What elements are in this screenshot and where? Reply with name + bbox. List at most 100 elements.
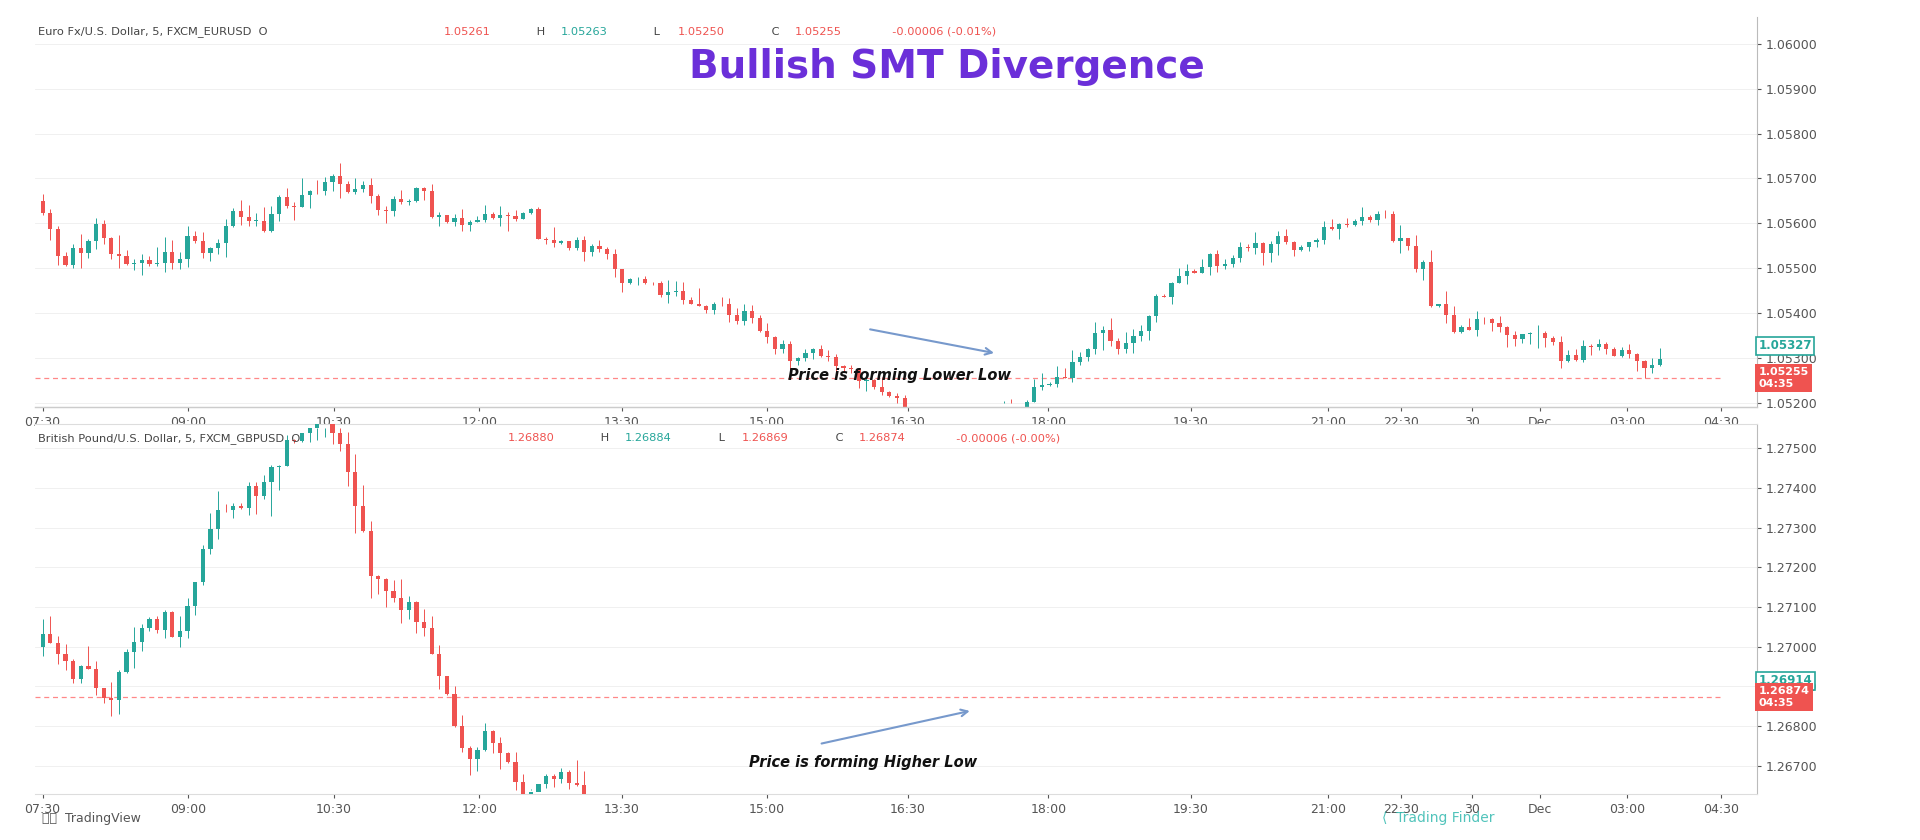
- Text: 𝗧𝗩  TradingView: 𝗧𝗩 TradingView: [42, 812, 140, 825]
- FancyBboxPatch shape: [1428, 262, 1432, 307]
- FancyBboxPatch shape: [497, 215, 503, 218]
- FancyBboxPatch shape: [238, 211, 244, 217]
- FancyBboxPatch shape: [1367, 217, 1373, 219]
- FancyBboxPatch shape: [56, 229, 60, 256]
- FancyBboxPatch shape: [589, 795, 593, 811]
- FancyBboxPatch shape: [156, 618, 159, 630]
- FancyBboxPatch shape: [987, 419, 991, 426]
- FancyBboxPatch shape: [384, 209, 388, 211]
- Text: 1.26914: 1.26914: [1759, 675, 1812, 687]
- FancyBboxPatch shape: [1238, 247, 1242, 258]
- FancyBboxPatch shape: [392, 591, 396, 598]
- FancyBboxPatch shape: [803, 353, 808, 359]
- Text: Euro Fx/U.S. Dollar, 5, FXCM_EURUSD  O: Euro Fx/U.S. Dollar, 5, FXCM_EURUSD O: [38, 27, 267, 38]
- FancyBboxPatch shape: [682, 291, 685, 300]
- FancyBboxPatch shape: [338, 433, 342, 444]
- FancyBboxPatch shape: [1231, 827, 1235, 836]
- FancyBboxPatch shape: [895, 396, 899, 398]
- FancyBboxPatch shape: [1223, 264, 1227, 266]
- FancyBboxPatch shape: [566, 772, 570, 783]
- FancyBboxPatch shape: [384, 579, 388, 591]
- FancyBboxPatch shape: [1246, 831, 1250, 840]
- FancyBboxPatch shape: [346, 185, 349, 192]
- FancyBboxPatch shape: [71, 249, 75, 265]
- FancyBboxPatch shape: [1559, 342, 1563, 360]
- FancyBboxPatch shape: [551, 239, 555, 244]
- FancyBboxPatch shape: [864, 380, 868, 381]
- Text: L: L: [714, 433, 724, 444]
- FancyBboxPatch shape: [109, 698, 113, 700]
- FancyBboxPatch shape: [369, 531, 372, 575]
- FancyBboxPatch shape: [1169, 283, 1173, 297]
- FancyBboxPatch shape: [1490, 319, 1494, 323]
- FancyBboxPatch shape: [787, 344, 793, 360]
- FancyBboxPatch shape: [1062, 376, 1068, 378]
- FancyBboxPatch shape: [1131, 337, 1135, 343]
- FancyBboxPatch shape: [140, 627, 144, 642]
- FancyBboxPatch shape: [1192, 271, 1196, 273]
- FancyBboxPatch shape: [369, 185, 372, 196]
- FancyBboxPatch shape: [1215, 254, 1219, 266]
- FancyBboxPatch shape: [63, 654, 67, 661]
- FancyBboxPatch shape: [497, 743, 503, 753]
- FancyBboxPatch shape: [925, 414, 929, 427]
- FancyBboxPatch shape: [948, 432, 952, 447]
- FancyBboxPatch shape: [202, 549, 205, 582]
- FancyBboxPatch shape: [79, 249, 83, 253]
- FancyBboxPatch shape: [1544, 333, 1548, 338]
- FancyBboxPatch shape: [597, 246, 601, 249]
- FancyBboxPatch shape: [1613, 349, 1617, 356]
- FancyBboxPatch shape: [1315, 239, 1319, 243]
- FancyBboxPatch shape: [430, 191, 434, 217]
- FancyBboxPatch shape: [1359, 217, 1365, 221]
- FancyBboxPatch shape: [536, 209, 541, 239]
- Text: L: L: [651, 27, 660, 37]
- FancyBboxPatch shape: [751, 312, 755, 318]
- FancyBboxPatch shape: [972, 424, 975, 437]
- FancyBboxPatch shape: [559, 772, 563, 780]
- FancyBboxPatch shape: [1025, 402, 1029, 414]
- FancyBboxPatch shape: [194, 582, 198, 606]
- FancyBboxPatch shape: [376, 575, 380, 579]
- FancyBboxPatch shape: [445, 676, 449, 694]
- FancyBboxPatch shape: [117, 672, 121, 700]
- FancyBboxPatch shape: [217, 510, 221, 528]
- FancyBboxPatch shape: [528, 792, 534, 803]
- FancyBboxPatch shape: [1185, 271, 1188, 276]
- FancyBboxPatch shape: [620, 270, 624, 283]
- FancyBboxPatch shape: [330, 413, 334, 433]
- FancyBboxPatch shape: [979, 424, 983, 426]
- FancyBboxPatch shape: [612, 254, 616, 270]
- Text: Price is forming Lower Low: Price is forming Lower Low: [789, 368, 1012, 383]
- FancyBboxPatch shape: [559, 241, 563, 244]
- FancyBboxPatch shape: [399, 598, 403, 610]
- FancyBboxPatch shape: [1574, 354, 1578, 360]
- FancyBboxPatch shape: [269, 467, 273, 482]
- FancyBboxPatch shape: [307, 191, 311, 195]
- Text: 1.26874
04:35: 1.26874 04:35: [1759, 686, 1809, 707]
- FancyBboxPatch shape: [795, 359, 801, 360]
- FancyBboxPatch shape: [102, 224, 106, 238]
- FancyBboxPatch shape: [315, 423, 319, 428]
- FancyBboxPatch shape: [63, 256, 67, 265]
- FancyBboxPatch shape: [40, 201, 44, 213]
- FancyBboxPatch shape: [261, 221, 267, 231]
- FancyBboxPatch shape: [1231, 258, 1235, 264]
- FancyBboxPatch shape: [582, 240, 586, 252]
- FancyBboxPatch shape: [1002, 408, 1006, 417]
- FancyBboxPatch shape: [492, 732, 495, 743]
- FancyBboxPatch shape: [887, 391, 891, 396]
- FancyBboxPatch shape: [1521, 334, 1524, 339]
- FancyBboxPatch shape: [1513, 335, 1517, 339]
- FancyBboxPatch shape: [307, 428, 311, 433]
- FancyBboxPatch shape: [179, 260, 182, 264]
- FancyBboxPatch shape: [628, 279, 632, 283]
- FancyBboxPatch shape: [361, 506, 365, 531]
- FancyBboxPatch shape: [1475, 318, 1478, 330]
- FancyBboxPatch shape: [102, 689, 106, 698]
- Text: C: C: [831, 433, 843, 444]
- FancyBboxPatch shape: [995, 417, 998, 419]
- FancyBboxPatch shape: [56, 643, 60, 654]
- FancyBboxPatch shape: [361, 185, 365, 189]
- FancyBboxPatch shape: [186, 606, 190, 631]
